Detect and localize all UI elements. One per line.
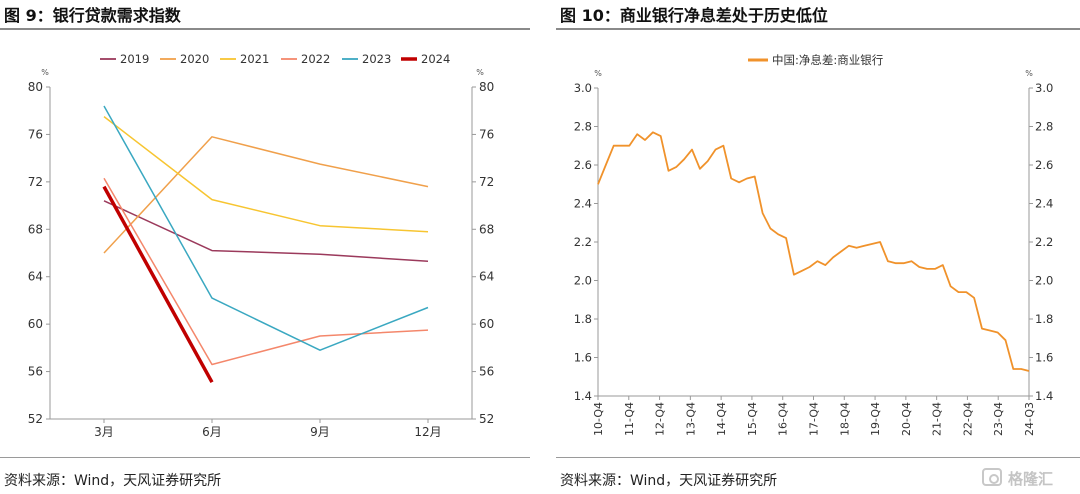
- unit-label-right: %: [476, 68, 484, 77]
- series-line-2024: [102, 185, 214, 384]
- figure-title-right: 图 10：商业银行净息差处于历史低位: [560, 6, 828, 25]
- y-tick-label-left-1.4: 1.4: [574, 389, 592, 403]
- y-tick-label-right-2.6: 2.6: [1035, 158, 1053, 172]
- y-tick-label-right-72: 72: [479, 175, 494, 189]
- legend-label-2024: 2024: [421, 52, 450, 66]
- figure-title-left: 图 9：银行贷款需求指数: [4, 6, 181, 25]
- y-tick-label-left-72: 72: [28, 175, 43, 189]
- source-note-left: 资料来源：Wind，天风证券研究所: [4, 473, 222, 489]
- y-tick-label-left-2.4: 2.4: [574, 197, 592, 211]
- y-tick-label-left-1.6: 1.6: [574, 351, 592, 365]
- legend-label-2021: 2021: [240, 52, 269, 66]
- legend-label-2023: 2023: [362, 52, 391, 66]
- chart-loan-demand: % % 52 52 56 56 60 60 64 64 68 68 72 72 76 76 80 80 3月 6月 9月…: [28, 52, 495, 439]
- x-tick-label-14-Q4: 14-Q4: [715, 402, 728, 436]
- x-tick-label-17-Q4: 17-Q4: [808, 402, 821, 436]
- gelonghui-logo-icon: [982, 468, 1002, 486]
- y-tick-label-left-76: 76: [28, 127, 43, 141]
- watermark: 格隆汇: [982, 466, 1072, 490]
- source-note-right: 资料来源：Wind，天风证券研究所: [560, 473, 778, 489]
- legend-label-2022: 2022: [301, 52, 330, 66]
- y-tick-label-left-60: 60: [28, 317, 43, 331]
- y-tick-label-right-56: 56: [479, 365, 494, 379]
- x-tick-label-3: 12月: [414, 425, 441, 439]
- x-tick-label-24-Q3: 24-Q3: [1023, 402, 1036, 436]
- title-rule-left: [0, 28, 530, 30]
- title-rule-right: [556, 28, 1080, 30]
- y-tick-label-right-2.4: 2.4: [1035, 197, 1053, 211]
- unit-label-right: %: [1025, 69, 1033, 78]
- panel-loan-demand: 图 9：银行贷款需求指数 %% 52 52 56 56 60 60 64 64 68 68 72 72 7…: [0, 0, 530, 494]
- x-tick-label-21-Q4: 21-Q4: [931, 402, 944, 436]
- y-tick-label-left-3.0: 3.0: [574, 81, 592, 95]
- y-tick-label-left-68: 68: [28, 222, 43, 236]
- x-tick-label-23-Q4: 23-Q4: [992, 402, 1005, 436]
- y-tick-label-left-1.8: 1.8: [574, 312, 592, 326]
- y-tick-label-right-80: 80: [479, 80, 494, 94]
- source-rule-left: [0, 457, 530, 458]
- y-tick-label-left-2.8: 2.8: [574, 120, 592, 134]
- legend-label-nim: 中国:净息差:商业银行: [772, 53, 883, 67]
- y-tick-label-right-1.6: 1.6: [1035, 351, 1053, 365]
- y-tick-label-right-1.4: 1.4: [1035, 389, 1053, 403]
- y-tick-label-left-2.2: 2.2: [574, 235, 592, 249]
- x-tick-label-10-Q4: 10-Q4: [592, 402, 605, 436]
- legend-label-2020: 2020: [180, 52, 209, 66]
- y-tick-label-right-1.8: 1.8: [1035, 312, 1053, 326]
- y-tick-label-left-52: 52: [28, 412, 43, 426]
- x-tick-label-15-Q4: 15-Q4: [746, 402, 759, 436]
- series-line-2021: [103, 116, 429, 233]
- unit-label-left: %: [41, 68, 49, 77]
- source-rule-right: [556, 457, 1080, 458]
- y-tick-label-right-2.8: 2.8: [1035, 120, 1053, 134]
- x-tick-label-19-Q4: 19-Q4: [869, 402, 882, 436]
- y-tick-label-left-64: 64: [28, 270, 43, 284]
- y-tick-label-right-68: 68: [479, 222, 494, 236]
- x-tick-label-0: 3月: [94, 425, 114, 439]
- x-tick-label-22-Q4: 22-Q4: [961, 402, 974, 436]
- x-tick-label-20-Q4: 20-Q4: [900, 402, 913, 436]
- x-tick-label-1: 6月: [202, 425, 222, 439]
- series-line-nim: [597, 131, 1030, 372]
- y-tick-label-left-2.0: 2.0: [574, 274, 592, 288]
- y-tick-label-right-2.2: 2.2: [1035, 235, 1053, 249]
- y-tick-label-right-52: 52: [479, 412, 494, 426]
- x-tick-label-12-Q4: 12-Q4: [654, 402, 667, 436]
- x-tick-label-2: 9月: [310, 425, 330, 439]
- unit-label-left: %: [594, 69, 602, 78]
- x-tick-label-11-Q4: 11-Q4: [623, 402, 636, 436]
- series-line-2020: [103, 136, 429, 254]
- y-tick-label-left-56: 56: [28, 365, 43, 379]
- legend-label-2019: 2019: [120, 52, 149, 66]
- series-line-2022: [103, 177, 429, 366]
- x-tick-label-18-Q4: 18-Q4: [838, 402, 851, 436]
- x-tick-label-13-Q4: 13-Q4: [684, 402, 697, 436]
- series-line-2023: [103, 105, 429, 351]
- x-tick-label-16-Q4: 16-Q4: [777, 402, 790, 436]
- watermark-text: 格隆汇: [1008, 470, 1054, 488]
- y-tick-label-right-2.0: 2.0: [1035, 274, 1053, 288]
- chart-net-interest-margin: % % 1.4 1.4 1.6 1.6 1.8 1.8 2.0 2.0 2.2 2.2 2.4 2.4 2.…: [574, 53, 1054, 436]
- y-tick-label-right-3.0: 3.0: [1035, 81, 1053, 95]
- y-tick-label-right-60: 60: [479, 317, 494, 331]
- y-tick-label-right-76: 76: [479, 127, 494, 141]
- y-tick-label-left-2.6: 2.6: [574, 158, 592, 172]
- y-tick-label-left-80: 80: [28, 80, 43, 94]
- series-line-2019: [103, 200, 429, 263]
- y-tick-label-right-64: 64: [479, 270, 494, 284]
- panel-net-interest-margin: 图 10：商业银行净息差处于历史低位 %% 1.4 1.4 1.6 1.6 1.8 1.8 2…: [556, 0, 1080, 494]
